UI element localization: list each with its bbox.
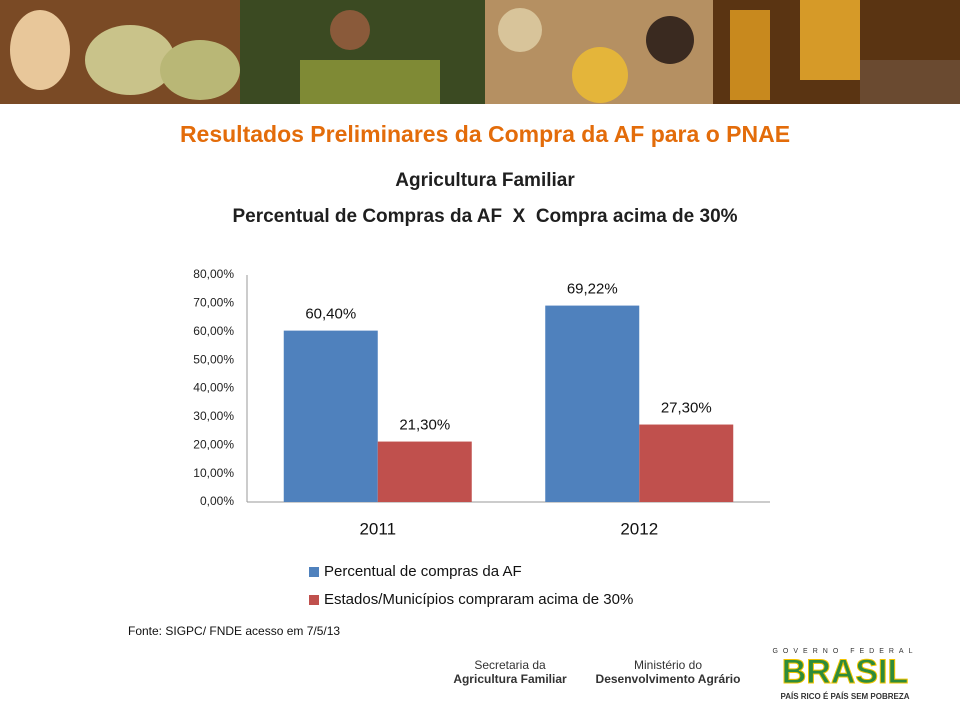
y-tick-label: 50,00% <box>193 352 234 366</box>
legend-label: Estados/Municípios compraram acima de 30… <box>324 591 633 608</box>
logo-brasil: BRASIL <box>782 653 909 691</box>
legend-swatch <box>309 595 319 605</box>
bar <box>377 441 472 502</box>
legend-swatch <box>309 567 319 577</box>
x-tick-label: 2011 <box>359 519 396 538</box>
bar <box>283 330 378 502</box>
y-tick-label: 20,00% <box>193 437 234 451</box>
y-tick-label: 10,00% <box>193 466 234 480</box>
photo-banner <box>0 0 960 104</box>
logo-text: Desenvolvimento Agrário <box>596 672 741 686</box>
logo-text: Ministério do <box>634 658 702 672</box>
y-tick-label: 70,00% <box>193 296 234 310</box>
logo-text: Agricultura Familiar <box>453 672 567 686</box>
legend-label: Percentual de compras da AF <box>324 563 522 580</box>
source: Fonte: SIGPC/ FNDE acesso em 7/5/13 <box>128 624 340 638</box>
y-tick-label: 60,00% <box>193 324 234 338</box>
y-tick-label: 0,00% <box>200 494 234 508</box>
value-label: 21,30% <box>399 417 450 434</box>
value-label: 27,30% <box>661 400 712 417</box>
slide-title: Resultados Preliminares da Compra da AF … <box>180 121 790 147</box>
bar <box>545 305 640 502</box>
y-tick-label: 30,00% <box>193 409 234 423</box>
bar <box>639 424 734 502</box>
plot: 0,00% 10,00% 20,00% 30,00% 40,00% 50,00% 60,00… <box>193 267 734 608</box>
chart-subtitle: Percentual de Compras da AF X Compra aci… <box>232 206 737 227</box>
footer-logos: Secretaria da Agricultura Familiar Minis… <box>453 648 917 701</box>
y-tick-label: 80,00% <box>193 267 234 281</box>
x-tick-label: 2012 <box>620 519 658 538</box>
logo-text: Secretaria da <box>474 658 546 672</box>
value-label: 69,22% <box>567 281 618 298</box>
y-tick-label: 40,00% <box>193 381 234 395</box>
logo-text: GOVERNO FEDERAL <box>772 648 917 655</box>
value-label: 60,40% <box>305 306 356 323</box>
chart-title: Agricultura Familiar <box>395 170 575 191</box>
logo-text: PAÍS RICO É PAÍS SEM POBREZA <box>780 692 909 701</box>
